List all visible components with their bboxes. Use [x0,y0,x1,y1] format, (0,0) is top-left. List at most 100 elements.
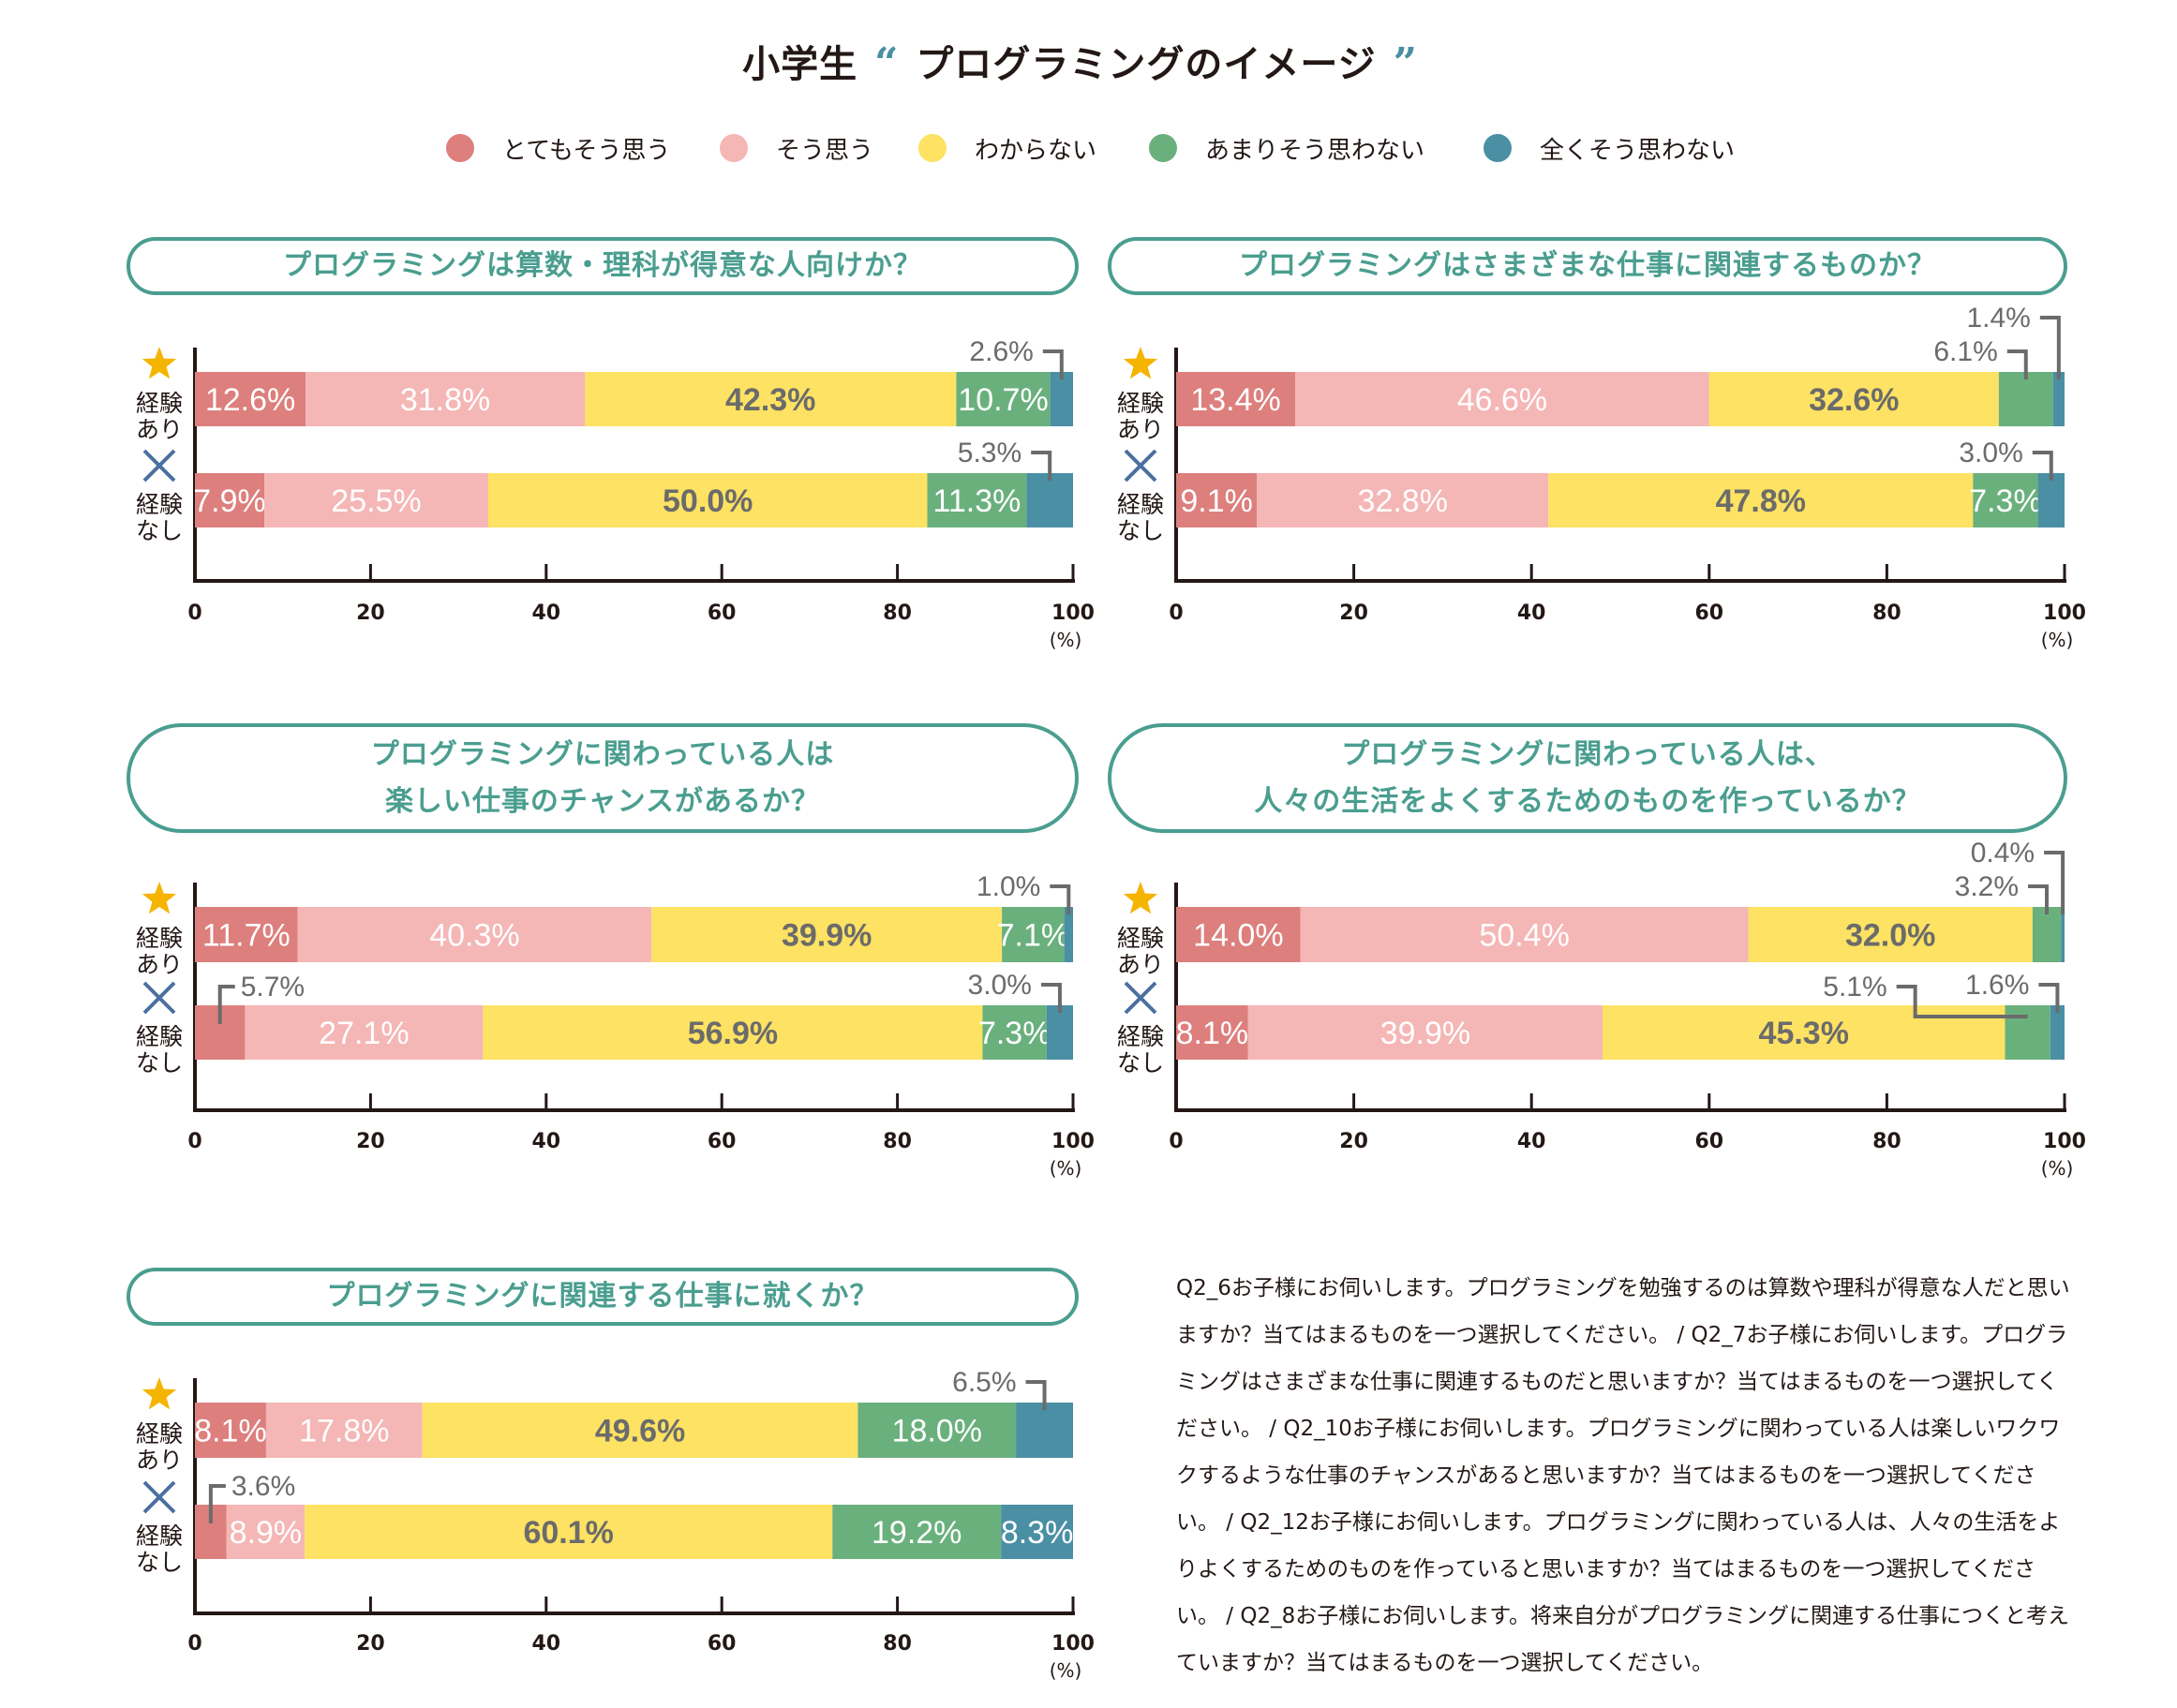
group-label: 経験 [1117,390,1164,417]
chart-title-line: プログラミングは算数・理科が得意な人向けか？ [283,249,922,282]
bar-label: 19.2% [872,1515,962,1551]
bar-segment [305,1505,833,1559]
annotation-label: 2.6% [969,336,1033,367]
legend-item-unsure: わからない [918,129,1096,167]
x-tick-label: 20 [1339,602,1368,625]
annotation-bracket [1040,983,1062,1013]
legend-item-disagree: あまりそう思わない [1149,129,1424,167]
annotation-bracket [2028,884,2050,914]
x-tick-label: 20 [1339,1130,1368,1153]
bar-label: 17.8% [299,1414,389,1449]
bar-label: 9.1% [1180,483,1253,519]
bar-label: 39.9% [1380,1016,1470,1051]
x-axis-unit: (%) [2041,1157,2074,1180]
bar-segment [585,372,957,426]
legend-item-strongly-agree: とてもそう思う [446,129,670,167]
bar-segment [195,473,265,527]
bar-segment [2061,907,2065,962]
annotation-bracket [217,985,235,1024]
group-label: 経験 [136,1420,183,1448]
legend-dot [720,134,748,162]
bar-label: 18.0% [892,1414,982,1449]
legend-label: とてもそう思う [502,136,671,165]
bar-label: 7.3% [1969,483,2042,519]
group-label: 経験 [136,925,183,952]
bar-segment [1176,473,1258,527]
star-icon [142,347,177,379]
x-tick-label: 0 [1169,1130,1183,1153]
bar-segment [1002,907,1065,962]
cross-icon [142,1480,176,1514]
bar-segment [857,1403,1017,1458]
bar-segment [1603,1005,2006,1060]
bar-label: 25.5% [331,483,421,519]
x-tick-label: 40 [531,1130,560,1153]
group-label: なし [136,517,183,544]
annotation-bracket [2032,451,2053,481]
bar-label: 50.0% [663,483,753,519]
annotation-label: 5.7% [241,972,305,1003]
annotation-bracket [1042,349,1064,379]
close-quote: ” [1393,39,1418,87]
bar-segment [1708,372,1999,426]
chart-4-title: プログラミングに関わっている人は、 人々の生活をよくするためのものを作っているか… [1108,723,2067,833]
x-tick-label: 100 [1051,1632,1095,1656]
star-icon [1123,882,1158,914]
bar-segment [1247,1005,1603,1060]
group-label: なし [136,1549,183,1576]
annotation-label: 5.1% [1823,972,1886,1003]
bar-segment [927,473,1027,527]
bar-segment [1548,473,1974,527]
x-tick-label: 80 [883,602,912,625]
bar-segment [487,473,928,527]
annotation-bracket [1025,1380,1047,1410]
bar-segment [1026,473,1073,527]
bar-segment [1176,1005,1248,1060]
bar-label: 40.3% [429,918,519,954]
bar-segment [1050,372,1073,426]
bar-segment [195,372,306,426]
title-main: プログラミングのイメージ [916,43,1377,86]
legend-dot [918,134,947,162]
bar-segment [1973,473,2038,527]
x-axis-unit: (%) [1050,629,1082,651]
x-tick-label: 60 [1694,602,1723,625]
bar-segment [1046,1005,1073,1060]
x-tick-label: 0 [187,1130,201,1153]
bar-label: 7.1% [997,918,1070,954]
bar-segment [1001,1505,1073,1559]
bar-segment [264,473,488,527]
legend-item-strongly-disagree: 全くそう思わない [1484,129,1735,167]
x-tick-label: 60 [708,1130,737,1153]
group-label: 経験 [1117,925,1164,952]
x-tick-label: 40 [1517,602,1546,625]
annotation-label: 1.6% [1965,970,2029,1001]
x-tick-label: 20 [356,602,385,625]
x-tick-label: 100 [2043,602,2086,625]
annotation-label: 1.4% [1966,303,2030,334]
chart-3-title: プログラミングに関わっている人は 楽しい仕事のチャンスがあるか？ [127,723,1079,833]
chart-title-line: プログラミングに関連する仕事に就くか？ [326,1280,879,1313]
star-icon [142,1377,177,1410]
bar-segment [297,907,652,962]
bar-label: 50.4% [1479,918,1569,954]
legend-label: 全くそう思わない [1540,136,1736,165]
bar-segment [226,1505,306,1559]
group-label: なし [1117,1049,1164,1077]
bar-label: 32.8% [1358,483,1448,519]
x-tick-label: 20 [356,1632,385,1656]
cross-icon [1124,449,1157,483]
bar-segment [2050,1005,2065,1060]
chart-2-title: プログラミングはさまざまな仕事に関連するものか？ [1108,237,2067,295]
bar-segment [2005,1005,2050,1060]
x-tick-label: 40 [531,1632,560,1656]
x-tick-label: 60 [1694,1130,1723,1153]
x-tick-label: 20 [356,1130,385,1153]
star-icon [142,882,177,914]
legend-label: そう思う [776,136,874,165]
page-title: 小学生 “ プログラミングのイメージ ” [0,34,2177,88]
bar-label: 47.8% [1716,483,1806,519]
annotation-label: 3.0% [968,970,1032,1001]
bar-segment [195,1403,266,1458]
